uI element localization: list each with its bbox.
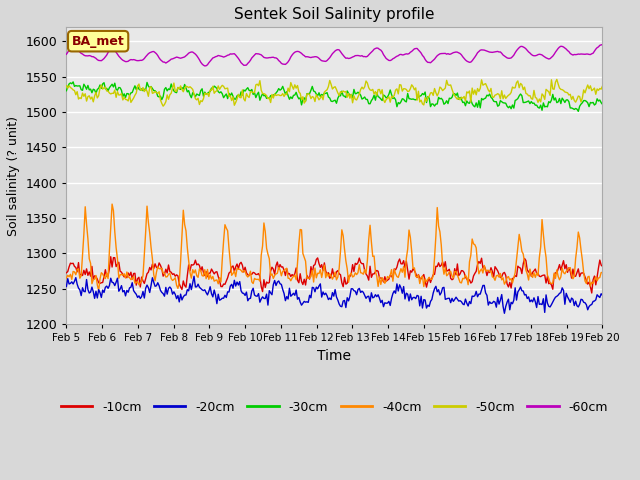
Text: BA_met: BA_met (72, 35, 125, 48)
Legend: -10cm, -20cm, -30cm, -40cm, -50cm, -60cm: -10cm, -20cm, -30cm, -40cm, -50cm, -60cm (56, 396, 613, 419)
X-axis label: Time: Time (317, 348, 351, 363)
Title: Sentek Soil Salinity profile: Sentek Soil Salinity profile (234, 7, 435, 22)
Y-axis label: Soil salinity (? unit): Soil salinity (? unit) (7, 116, 20, 236)
